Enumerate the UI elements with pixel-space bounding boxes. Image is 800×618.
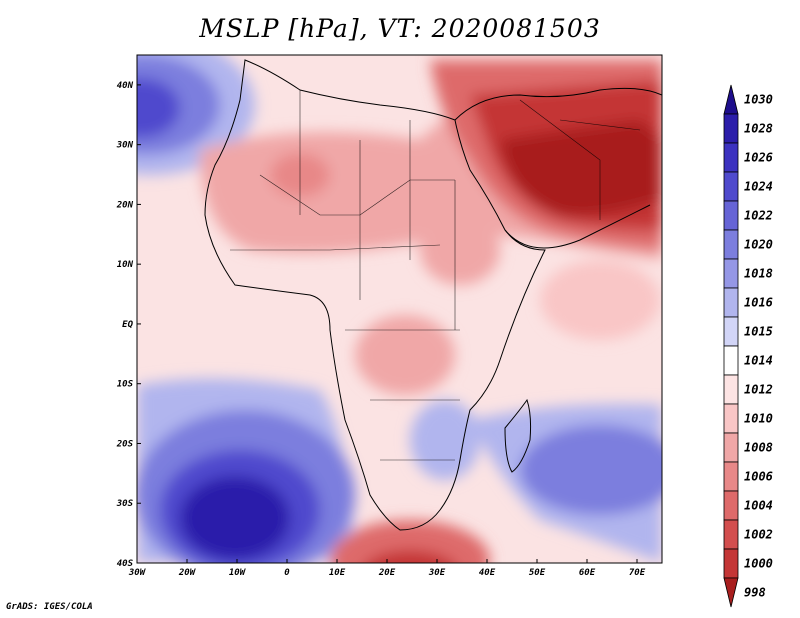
lon-tick-label: 20E — [378, 568, 396, 578]
coastlines — [204, 59, 662, 531]
colorbar-swatch-8 — [723, 316, 739, 347]
lon-tick-label: 30E — [428, 568, 446, 578]
lat-tick-label: 10S — [117, 380, 134, 390]
lat-tick-label: EQ — [122, 320, 133, 330]
colorbar-label: 1000 — [744, 557, 773, 571]
colorbar-swatch-3 — [723, 171, 739, 202]
lat-tick-label: 20N — [116, 200, 134, 210]
colorbar-label: 1014 — [744, 354, 773, 368]
colorbar-label: 1010 — [744, 412, 773, 426]
colorbar-label: 1028 — [744, 122, 773, 136]
colorbar-label: 1002 — [744, 528, 773, 542]
lat-tick-label: 30S — [116, 499, 134, 509]
credit-footer: GrADS: IGES/COLA — [6, 602, 93, 612]
colorbar-label: 1004 — [744, 499, 773, 513]
colorbar-swatch-15 — [723, 519, 739, 550]
colorbar-label: 1030 — [744, 93, 773, 107]
lon-tick-label: 50E — [529, 568, 546, 578]
lat-tick-label: 40N — [117, 81, 134, 91]
colorbar-swatch-1 — [723, 113, 739, 144]
lat-tick-label: 30N — [116, 141, 134, 151]
colorbar-swatch-12 — [723, 432, 739, 463]
map-axes: 30W 20W 10W 0 10E 20E 30E 40E 50E 60E 70E 40N 30N 20N… — [116, 81, 646, 578]
colorbar-label: 1018 — [744, 267, 773, 281]
colorbar-label: 1015 — [744, 325, 773, 339]
colorbar-swatch-14 — [723, 490, 739, 521]
pressure-field — [137, 55, 662, 563]
lon-tick-label: 40E — [479, 568, 496, 578]
lon-tick-label: 30W — [128, 568, 147, 578]
lon-tick-label: 10E — [329, 568, 346, 578]
lat-tick-label: 40S — [117, 559, 134, 569]
colorbar-swatch-6 — [723, 258, 739, 289]
map-title: MSLP [hPa], VT: 2020081503 — [199, 14, 601, 43]
colorbar-swatch-7 — [723, 287, 739, 318]
plot-frame — [136, 54, 663, 564]
colorbar-swatch-16 — [723, 548, 739, 579]
lon-tick-label: 20W — [178, 568, 197, 578]
borders — [230, 90, 641, 461]
colorbar-swatch-5 — [723, 229, 739, 260]
lon-tick-label: 70E — [629, 568, 646, 578]
lon-tick-label: 0 — [284, 568, 290, 578]
lon-tick-label: 10W — [229, 568, 247, 578]
colorbar-label: 1006 — [744, 470, 773, 484]
colorbar-label: 1012 — [744, 383, 773, 397]
colorbar-swatch-11 — [723, 403, 739, 434]
lon-tick-label: 60E — [579, 568, 596, 578]
colorbar-label: 1020 — [744, 238, 773, 252]
colorbar-label: 998 — [744, 586, 766, 600]
colorbar-swatch-9 — [723, 345, 739, 376]
colorbar-swatch-13 — [723, 461, 739, 492]
colorbar-swatch-17 — [723, 577, 739, 608]
lat-tick-label: 20S — [116, 439, 134, 449]
colorbar-label: 1008 — [744, 441, 773, 455]
colorbar-label: 1026 — [744, 151, 773, 165]
lat-tick-label: 10N — [117, 260, 134, 270]
colorbar-swatch-0 — [723, 84, 739, 115]
colorbar: 1030 1028 1026 1024 1022 1020 1018 1016 1015 1014… — [723, 84, 773, 608]
colorbar-label: 1022 — [744, 209, 773, 223]
colorbar-swatch-2 — [723, 142, 739, 173]
colorbar-label: 1016 — [744, 296, 773, 310]
colorbar-swatch-4 — [723, 200, 739, 231]
colorbar-label: 1024 — [744, 180, 773, 194]
colorbar-swatch-10 — [723, 374, 739, 405]
